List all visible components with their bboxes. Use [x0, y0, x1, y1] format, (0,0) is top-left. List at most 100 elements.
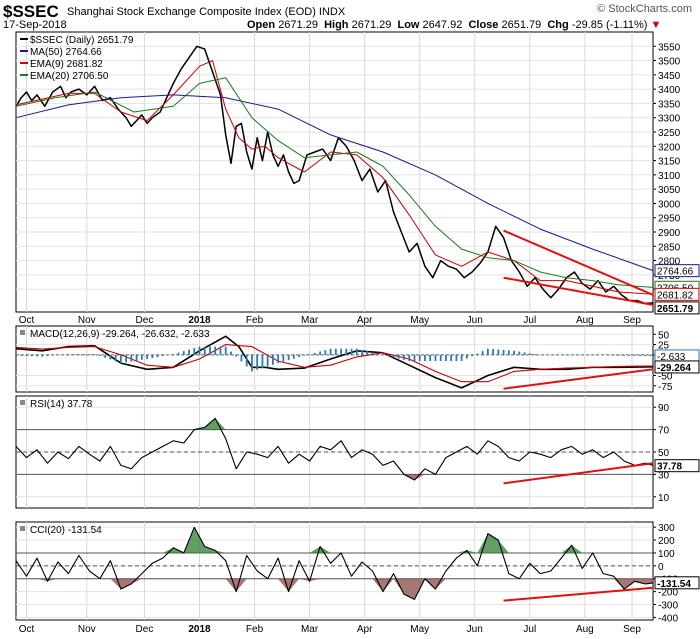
low-value: 2647.92 [422, 19, 463, 31]
macd-histogram-bar [424, 354, 426, 362]
value-tag-box [654, 360, 700, 374]
macd-histogram-bar [413, 354, 416, 362]
macd-histogram-bar [303, 354, 306, 356]
ohlc-summary: Open 2671.29 High 2671.29 Low 2647.92 Cl… [247, 19, 661, 31]
macd-histogram-bar [46, 354, 49, 357]
macd-histogram-bar [313, 352, 316, 355]
symbol-title: $SSEC [3, 2, 59, 21]
value-tag-box [654, 287, 700, 301]
x-month-label: May [410, 624, 429, 635]
macd-histogram-bar [36, 354, 38, 357]
x-month-label: Jun [467, 624, 483, 635]
y-tick-label: 3450 [658, 71, 681, 82]
x-month-label: Dec [136, 624, 154, 635]
macd-histogram-bar [172, 354, 175, 355]
x-month-label: Apr [357, 315, 373, 326]
x-month-label: Sep [623, 624, 641, 635]
legend-entry: MACD(12,26,9) -29.264, -26.632, -2.633 [30, 329, 210, 340]
macd-histogram-bar [240, 354, 243, 362]
legend-swatch [20, 330, 25, 335]
y-tick-label: -400 [658, 613, 678, 624]
stockcharts-watermark: © StockCharts.com [597, 3, 692, 15]
y-tick-label: 25 [658, 341, 670, 352]
macd-histogram-bar [445, 354, 447, 362]
macd-histogram-bar [151, 354, 154, 359]
x-month-label: Jul [523, 315, 536, 326]
y-tick-label: 2800 [658, 257, 681, 268]
chg-label: Chg [547, 19, 569, 31]
macd-histogram-bar [30, 354, 33, 357]
y-tick-label: 70 [658, 426, 670, 437]
exchange-label: INDX [318, 6, 346, 18]
macd-histogram-bar [146, 354, 148, 359]
macd-histogram-bar [135, 354, 138, 361]
y-tick-label: 3000 [658, 199, 681, 210]
x-month-label: Feb [246, 624, 264, 635]
macd-histogram-bar [287, 354, 290, 361]
legend-entry: $SSEC (Daily) 2651.79 [30, 35, 134, 46]
x-month-label: Nov [78, 315, 96, 326]
y-tick-label: 3400 [658, 85, 681, 96]
rsi-panel: 90 70 50 30 10 RSI(14) 37.78 37.78 [15, 395, 700, 509]
macd-histogram-bar [476, 353, 479, 355]
macd-histogram-bar [633, 354, 636, 356]
macd-histogram-bar [198, 346, 201, 355]
macd-histogram-bar [612, 354, 615, 356]
y-tick-label: 90 [658, 403, 670, 414]
y-tick-label: 3500 [658, 57, 681, 68]
y-tick-label: -50 [658, 372, 673, 383]
low-label: Low [397, 19, 420, 31]
price-ema-20-line [15, 77, 654, 288]
y-tick-label: 50 [658, 448, 670, 459]
macd-histogram-bar [465, 354, 468, 359]
macd-histogram-bar [104, 354, 107, 358]
high-value: 2671.29 [351, 19, 392, 31]
macd-histogram-bar [481, 351, 484, 355]
legend-swatch [20, 400, 25, 405]
macd-histogram-bar [345, 348, 348, 355]
macd-histogram-bar [298, 354, 301, 358]
macd-histogram-bar [78, 354, 80, 355]
macd-histogram-bar [114, 354, 117, 362]
index-name-text: Shanghai Stock Exchange Composite Index … [67, 6, 316, 18]
macd-histogram-bar [397, 354, 400, 359]
price-ma-50-line [15, 94, 654, 272]
macd-histogram-bar [130, 354, 133, 362]
value-tag-label: 37.78 [657, 462, 682, 473]
macd-histogram-bar [644, 354, 647, 357]
macd-histogram-bar [518, 351, 521, 355]
macd-histogram-bar [638, 354, 641, 356]
macd-histogram-bar [119, 354, 122, 364]
macd-histogram-bar [387, 354, 390, 357]
macd-histogram-bar [513, 350, 515, 355]
macd-histogram-bar [371, 352, 374, 355]
macd-histogram-bar [271, 354, 274, 365]
value-tag-box [654, 459, 700, 473]
price-trendline-1 [503, 276, 654, 306]
macd-histogram-bar [41, 354, 44, 357]
x-month-label: Oct [19, 315, 35, 326]
macd-histogram-bar [98, 354, 101, 356]
macd-frame [15, 325, 654, 393]
macd-histogram-bar [324, 350, 327, 355]
macd-histogram-bar [366, 351, 369, 355]
price-trendline-0 [503, 229, 654, 296]
macd-histogram-bar [277, 354, 280, 364]
macd-histogram-bar [460, 354, 463, 362]
macd-histogram-bar [83, 354, 86, 355]
macd-histogram-bar [334, 348, 337, 355]
macd-histogram-bar [523, 352, 526, 355]
macd-histogram-bar [67, 354, 70, 355]
x-month-label: 2018 [188, 315, 211, 326]
y-tick-label: 3050 [658, 185, 681, 196]
macd-histogram-bar [214, 346, 217, 355]
y-tick-label: 3350 [658, 99, 681, 110]
macd-histogram-bar [528, 353, 531, 355]
macd-histogram-bar [408, 354, 411, 362]
macd-histogram-bar [182, 351, 185, 355]
macd-histogram-bar [418, 354, 421, 362]
index-name: Shanghai Stock Exchange Composite Index … [67, 6, 345, 18]
macd-histogram-bar [93, 354, 96, 355]
